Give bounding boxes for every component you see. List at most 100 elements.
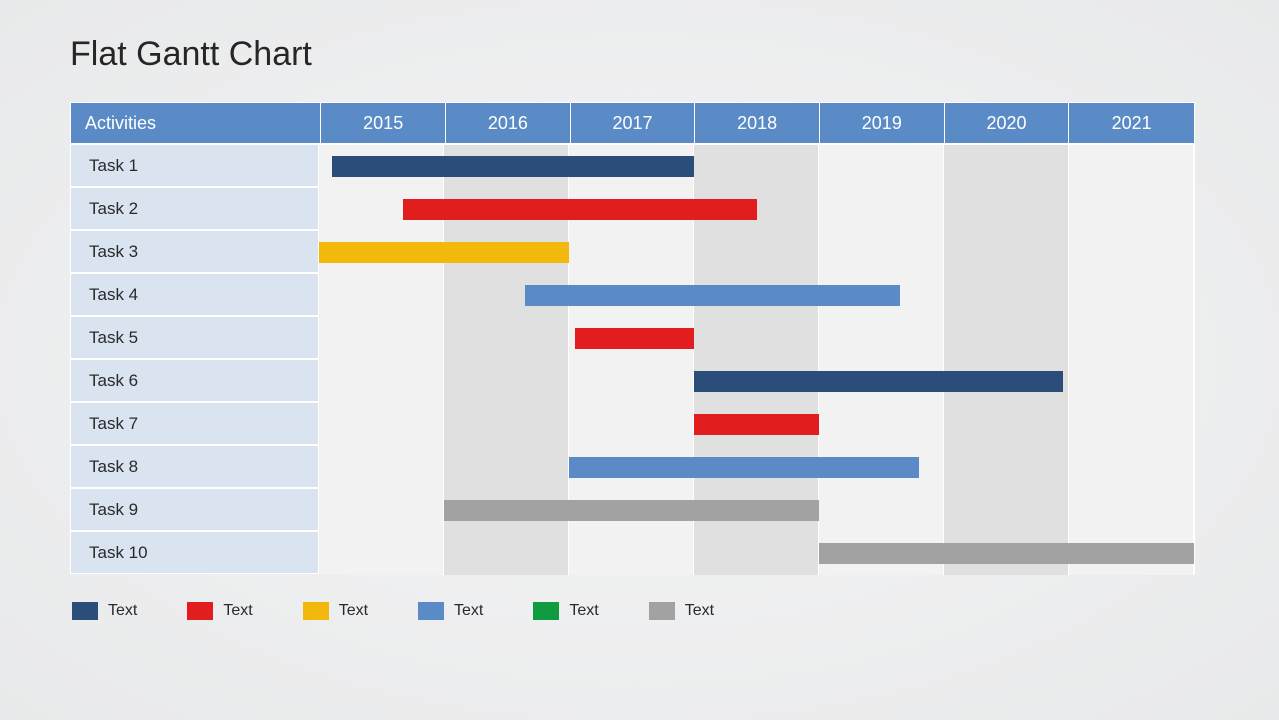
task-label: Task 8 (71, 446, 319, 487)
grid-cell (1069, 360, 1194, 403)
legend-label: Text (685, 602, 714, 620)
grid-cell (1069, 403, 1194, 446)
legend-item: Text (649, 602, 714, 620)
task-label: Task 9 (71, 489, 319, 530)
task-label: Task 7 (71, 403, 319, 444)
grid-cell (1069, 446, 1194, 489)
gantt-bar (575, 328, 694, 349)
task-row: Task 4 (71, 272, 1194, 315)
grid-cell (569, 360, 694, 403)
header-activities: Activities (71, 103, 321, 143)
header-year: 2015 (321, 103, 446, 143)
grid-cell (319, 317, 444, 360)
legend-label: Text (108, 602, 137, 620)
task-row: Task 1 (71, 143, 1194, 186)
header-year: 2020 (945, 103, 1070, 143)
legend-label: Text (569, 602, 598, 620)
gantt-bar (694, 371, 1063, 392)
task-timeline (319, 403, 1194, 446)
grid-cell (694, 231, 819, 274)
task-timeline (319, 532, 1194, 575)
task-timeline (319, 231, 1194, 274)
task-label: Task 10 (71, 532, 319, 573)
grid-cell (944, 489, 1069, 532)
task-label: Task 5 (71, 317, 319, 358)
legend-swatch (72, 602, 98, 620)
legend-swatch (533, 602, 559, 620)
grid-cell (569, 532, 694, 575)
task-timeline (319, 274, 1194, 317)
grid-cell (694, 145, 819, 188)
legend-item: Text (533, 602, 598, 620)
legend-label: Text (223, 602, 252, 620)
grid-cell (444, 317, 569, 360)
task-row: Task 8 (71, 444, 1194, 487)
task-timeline (319, 317, 1194, 360)
gantt-bar (569, 457, 919, 478)
task-timeline (319, 360, 1194, 403)
grid-cell (569, 231, 694, 274)
legend-label: Text (339, 602, 368, 620)
grid-cell (819, 489, 944, 532)
grid-cell (444, 360, 569, 403)
grid-cell (444, 446, 569, 489)
gantt-body: Task 1Task 2Task 3Task 4Task 5Task 6Task… (71, 143, 1194, 573)
legend-swatch (649, 602, 675, 620)
task-row: Task 10 (71, 530, 1194, 573)
grid-cell (1069, 231, 1194, 274)
grid-cell (944, 446, 1069, 489)
header-year: 2017 (571, 103, 696, 143)
header-year: 2019 (820, 103, 945, 143)
task-row: Task 6 (71, 358, 1194, 401)
legend-label: Text (454, 602, 483, 620)
gantt-bar (403, 199, 757, 220)
grid-cell (1069, 274, 1194, 317)
grid-cell (319, 489, 444, 532)
grid-cell (1069, 188, 1194, 231)
legend-item: Text (303, 602, 368, 620)
grid-cell (819, 145, 944, 188)
grid-cell (694, 532, 819, 575)
task-timeline (319, 489, 1194, 532)
task-label: Task 6 (71, 360, 319, 401)
gantt-chart: Activities 2015 2016 2017 2018 2019 2020… (70, 102, 1195, 574)
legend-swatch (303, 602, 329, 620)
task-row: Task 7 (71, 401, 1194, 444)
task-row: Task 3 (71, 229, 1194, 272)
grid-cell (944, 188, 1069, 231)
task-label: Task 2 (71, 188, 319, 229)
legend: Text Text Text Text Text Text (70, 602, 1209, 620)
grid-cell (819, 231, 944, 274)
grid-cell (319, 403, 444, 446)
task-timeline (319, 145, 1194, 188)
grid-cell (319, 532, 444, 575)
grid-cell (569, 403, 694, 446)
task-label: Task 1 (71, 145, 319, 186)
task-row: Task 2 (71, 186, 1194, 229)
legend-swatch (187, 602, 213, 620)
task-label: Task 4 (71, 274, 319, 315)
header-year: 2018 (695, 103, 820, 143)
grid-cell (319, 274, 444, 317)
grid-cell (819, 188, 944, 231)
grid-cell (819, 403, 944, 446)
grid-cell (694, 317, 819, 360)
gantt-bar (319, 242, 569, 263)
header-year: 2016 (446, 103, 571, 143)
page-title: Flat Gantt Chart (70, 35, 1209, 74)
gantt-bar (525, 285, 900, 306)
grid-cell (1069, 145, 1194, 188)
gantt-bar (694, 414, 819, 435)
task-timeline (319, 446, 1194, 489)
grid-cell (944, 403, 1069, 446)
grid-cell (1069, 489, 1194, 532)
grid-cell (944, 274, 1069, 317)
task-label: Task 3 (71, 231, 319, 272)
grid-cell (1069, 317, 1194, 360)
legend-item: Text (187, 602, 252, 620)
gantt-bar (444, 500, 819, 521)
gantt-header-row: Activities 2015 2016 2017 2018 2019 2020… (71, 103, 1194, 143)
grid-cell (319, 446, 444, 489)
task-row: Task 9 (71, 487, 1194, 530)
grid-cell (444, 403, 569, 446)
